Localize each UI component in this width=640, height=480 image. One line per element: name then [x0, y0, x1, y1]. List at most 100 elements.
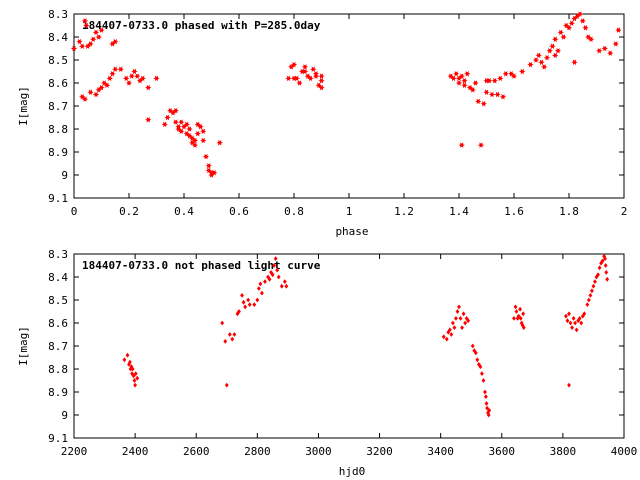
phased-data-point — [552, 36, 559, 43]
phased-data-point — [288, 64, 295, 70]
phased-data-point — [197, 123, 204, 130]
phased-xtick-label: 0.2 — [119, 205, 139, 218]
unphased-data-point — [447, 327, 452, 333]
phased-ytick-label: 8.4 — [48, 31, 68, 44]
unphased-data-point — [133, 382, 138, 388]
phased-data-point — [483, 89, 490, 95]
phased-plot-title: 184407-0733.0 phased with P=285.0day — [82, 19, 321, 32]
phased-data-point — [109, 41, 116, 47]
unphased-data-point — [521, 325, 526, 330]
unphased-xtick-label: 2600 — [183, 445, 210, 458]
unphased-ytick-label: 8.5 — [48, 294, 68, 307]
unphased-data-point — [441, 334, 446, 340]
unphased-ytick-label: 8.8 — [48, 363, 68, 376]
phased-data-point — [81, 18, 89, 24]
unphased-xtick-label: 3600 — [489, 445, 516, 458]
phased-xtick-label: 1.8 — [559, 205, 579, 218]
unphased-data-point — [458, 316, 463, 321]
unphased-data-point — [259, 290, 264, 296]
phased-data-point — [486, 77, 493, 84]
phased-data-point — [103, 82, 111, 89]
phased-data-point — [304, 73, 311, 79]
unphased-data-point — [485, 405, 490, 411]
phased-data-point — [202, 153, 210, 160]
unphased-data-point — [133, 371, 138, 376]
phased-data-point — [169, 110, 177, 116]
phased-data-point — [153, 75, 160, 82]
phased-data-point — [194, 121, 201, 128]
phased-data-point — [571, 15, 578, 22]
unphased-data-point — [567, 382, 571, 388]
phased-data-point — [464, 71, 471, 77]
phased-ytick-label: 8.8 — [48, 123, 68, 136]
phased-data-point — [552, 52, 559, 59]
phased-data-point — [95, 87, 102, 93]
phased-data-point — [615, 27, 622, 33]
phased-data-point — [178, 119, 185, 125]
phased-data-point — [458, 73, 465, 79]
unphased-data-point — [605, 276, 610, 282]
unphased-data-point — [460, 325, 464, 330]
phased-data-point — [145, 117, 152, 123]
phased-ytick-label: 9 — [61, 169, 68, 182]
phased-data-point — [318, 73, 325, 79]
unphased-plot-ylabel: I[mag] — [17, 326, 30, 366]
unphased-data-point — [275, 267, 280, 273]
phased-data-point — [568, 20, 575, 26]
phased-data-point — [189, 140, 196, 146]
phased-ytick-label: 8.6 — [48, 77, 68, 90]
phased-data-point — [565, 25, 573, 31]
phased-data-point — [563, 22, 570, 29]
unphased-data-point — [282, 279, 287, 284]
unphased-data-point — [266, 274, 270, 280]
phased-data-point — [79, 94, 86, 100]
unphased-data-point — [470, 343, 475, 349]
phased-data-point — [128, 73, 135, 79]
unphased-data-point — [582, 311, 587, 317]
unphased-data-point — [604, 270, 609, 275]
unphased-data-point — [579, 320, 584, 326]
phased-ytick-label: 8.5 — [48, 54, 68, 67]
unphased-data-point — [224, 382, 229, 388]
phased-data-point — [136, 77, 144, 84]
phased-ytick-label: 9.1 — [48, 192, 68, 205]
phased-data-point — [125, 80, 133, 86]
phased-data-point — [172, 107, 179, 114]
unphased-xtick-label: 4000 — [611, 445, 638, 458]
unphased-data-point — [481, 378, 486, 383]
phased-data-point — [191, 142, 199, 148]
unphased-data-point — [256, 286, 261, 291]
unphased-data-point — [564, 313, 568, 319]
phased-data-point — [194, 130, 201, 137]
phased-data-point — [318, 77, 325, 84]
phased-data-point — [189, 135, 196, 141]
phased-data-point — [92, 29, 100, 36]
phased-data-point — [488, 91, 496, 98]
unphased-ytick-label: 9.1 — [48, 432, 68, 445]
unphased-data-point — [588, 293, 593, 298]
unphased-data-point — [128, 366, 133, 372]
phased-data-point — [70, 45, 78, 52]
phased-data-point — [502, 71, 509, 77]
unphased-data-point — [455, 309, 460, 314]
unphased-xtick-label: 2200 — [61, 445, 88, 458]
unphased-data-point — [473, 350, 478, 356]
phased-data-point — [175, 123, 182, 130]
phased-data-point — [576, 11, 584, 17]
phased-data-point — [315, 82, 322, 89]
phased-data-point — [87, 89, 94, 95]
unphased-data-point — [518, 316, 523, 321]
phased-data-point — [472, 80, 479, 86]
unphased-data-point — [577, 316, 582, 321]
unphased-data-point — [125, 352, 130, 358]
unphased-data-point — [596, 272, 600, 278]
phased-data-point — [112, 66, 119, 72]
phased-data-point — [477, 142, 485, 148]
phased-xtick-label: 1 — [346, 205, 353, 218]
phased-data-point — [508, 71, 515, 77]
phased-data-point — [607, 50, 614, 56]
unphased-plot-axes: 2200 2400 2600 2800 3000 3200 3400 3600 3800 4000… — [48, 248, 637, 458]
unphased-data-point — [276, 274, 281, 280]
unphased-data-point — [131, 373, 136, 379]
unphased-data-point — [132, 378, 137, 383]
